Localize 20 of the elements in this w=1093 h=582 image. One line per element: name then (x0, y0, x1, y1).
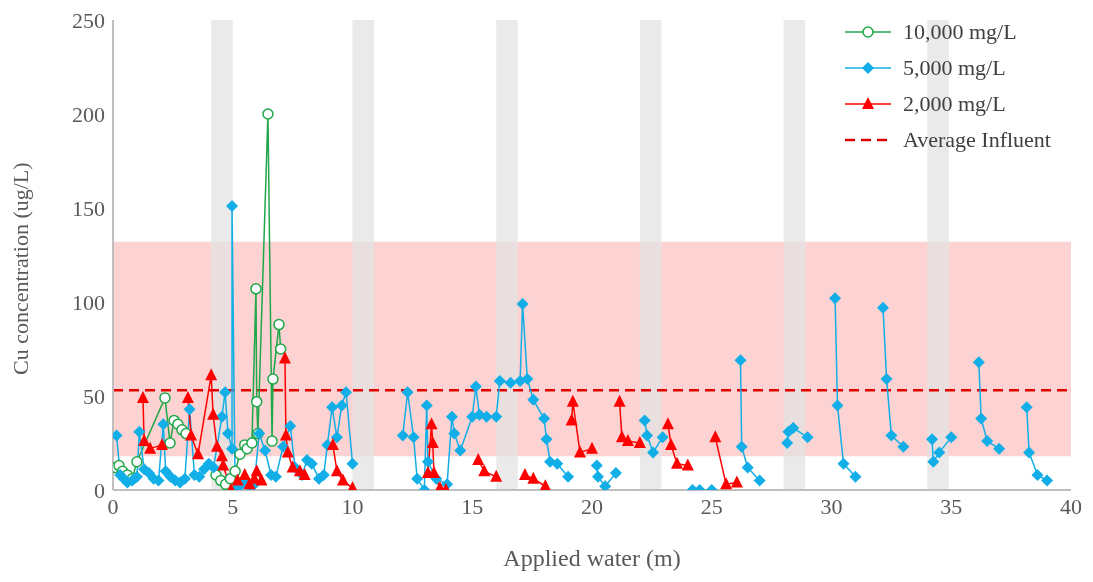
x-tick-label: 20 (581, 493, 603, 519)
x-tick-label: 5 (227, 493, 239, 519)
y-tick-label: 100 (72, 289, 105, 315)
x-tick-label: 25 (700, 493, 723, 519)
y-tick-label: 50 (83, 383, 105, 409)
y-tick-label: 250 (72, 7, 105, 33)
x-tick-label: 35 (940, 493, 963, 519)
y-tick-label: 150 (72, 195, 105, 221)
y-axis-title: Cu concentration (ug/L) (7, 162, 33, 375)
legend-label: 5,000 mg/L (902, 55, 1006, 81)
x-tick-label: 15 (461, 493, 484, 519)
legend-label: 10,000 mg/L (902, 19, 1017, 45)
x-tick-label: 10 (341, 493, 364, 519)
legend-label: 2,000 mg/L (902, 91, 1006, 117)
y-tick-label: 200 (72, 101, 105, 127)
y-tick-label: 0 (94, 477, 105, 503)
x-tick-label: 30 (820, 493, 843, 519)
x-axis-title: Applied water (m) (503, 545, 681, 571)
x-tick-label: 40 (1060, 493, 1082, 519)
legend-label: Average Influent (902, 127, 1051, 153)
